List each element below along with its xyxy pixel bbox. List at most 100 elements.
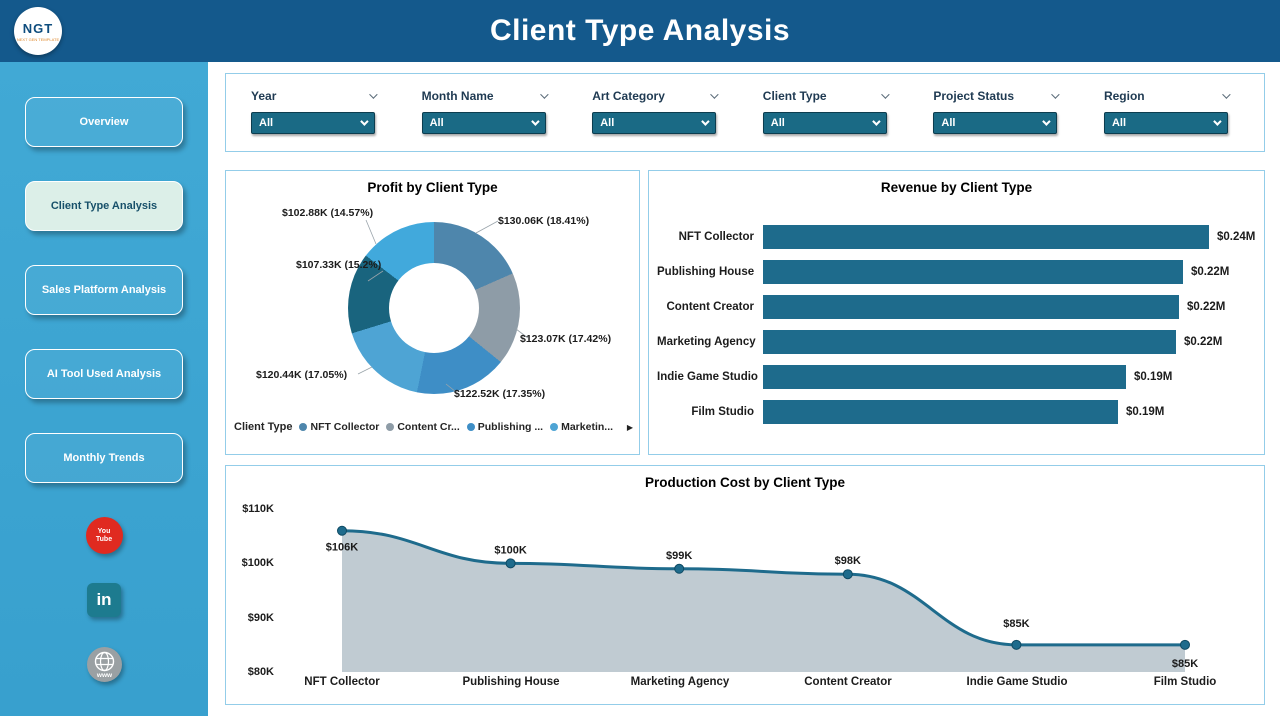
slice-label: $122.52K (17.35%)	[454, 388, 546, 400]
filter-art-category-dropdown[interactable]: All	[592, 112, 717, 134]
sidebar-item-monthly-trends[interactable]: Monthly Trends	[25, 433, 183, 483]
revenue-bar[interactable]	[763, 400, 1118, 424]
chevron-down-icon	[539, 90, 549, 99]
filter-label: Art Category	[592, 89, 665, 103]
chevron-down-icon	[871, 117, 881, 126]
filter-client-type-dropdown[interactable]: All	[762, 112, 887, 134]
slice-label: $120.44K (17.05%)	[256, 369, 348, 381]
data-point[interactable]	[674, 563, 685, 574]
y-axis-tick: $80K	[247, 666, 274, 678]
filter-client-type: Client Type All	[762, 89, 890, 151]
filter-project-status-header[interactable]: Project Status	[933, 89, 1061, 103]
chevron-down-icon	[710, 90, 719, 99]
data-point[interactable]	[842, 569, 853, 580]
dropdown-value: All	[770, 117, 785, 129]
slice-label: $130.06K (18.41%)	[498, 215, 590, 227]
legend-entry[interactable]: Publishing ...	[466, 421, 543, 433]
filter-label: Month Name	[421, 89, 494, 103]
slice-label: $123.07K (17.42%)	[520, 333, 612, 345]
dropdown-value: All	[941, 117, 956, 129]
chevron-down-icon	[701, 117, 710, 126]
revenue-bar[interactable]	[763, 260, 1183, 284]
category-label: Publishing House	[657, 266, 755, 278]
data-point[interactable]	[1180, 639, 1190, 650]
linkedin-icon[interactable]: in	[87, 583, 121, 617]
youtube-icon[interactable]: You Tube	[85, 517, 123, 554]
chevron-down-icon	[360, 117, 369, 126]
data-point[interactable]	[337, 525, 347, 536]
sidebar-item-client-type-analysis[interactable]: Client Type Analysis	[25, 181, 183, 231]
data-point-label: $100K	[494, 544, 526, 556]
area-fill	[342, 530, 1185, 672]
value-label: $0.22M	[1191, 266, 1230, 278]
filter-month-name-header[interactable]: Month Name	[421, 89, 549, 103]
bar-row: Publishing House $0.22M	[657, 260, 1256, 284]
sidebar-item-sales-platform-analysis[interactable]: Sales Platform Analysis	[25, 265, 183, 315]
filter-label: Client Type	[762, 89, 827, 103]
data-point-label: $85K	[1172, 658, 1198, 670]
chevron-down-icon	[530, 117, 540, 126]
category-label: Marketing Agency	[657, 336, 756, 348]
revenue-rows: NFT Collector $0.24M Publishing House $0…	[657, 225, 1256, 435]
revenue-by-client-type-panel: Revenue by Client Type NFT Collector $0.…	[648, 170, 1265, 455]
data-point[interactable]	[1011, 639, 1022, 650]
sidebar-item-overview[interactable]: Overview	[25, 97, 183, 147]
revenue-bar[interactable]	[763, 225, 1209, 249]
filter-year-dropdown[interactable]: All	[251, 112, 375, 134]
filter-month-name-dropdown[interactable]: All	[421, 112, 546, 134]
value-label: $0.22M	[1184, 336, 1223, 348]
filter-region-header[interactable]: Region	[1104, 89, 1231, 103]
bar-row: Indie Game Studio $0.19M	[657, 365, 1256, 389]
x-axis-tick: Marketing Agency	[630, 676, 730, 688]
chevron-down-icon	[1051, 90, 1061, 99]
bar-row: Content Creator $0.22M	[657, 295, 1256, 319]
app-logo: NGT NEXT GEN TEMPLATE	[14, 7, 62, 55]
legend-entry[interactable]: Content Cr...	[386, 421, 460, 433]
chart-title: Production Cost by Client Type	[644, 475, 845, 490]
filter-project-status-dropdown[interactable]: All	[933, 112, 1058, 134]
filter-region-dropdown[interactable]: All	[1103, 112, 1228, 134]
legend-swatch	[550, 423, 559, 431]
logo-tagline: NEXT GEN TEMPLATE	[16, 36, 60, 42]
social-links: You Tube in www	[0, 517, 208, 688]
sidebar: Overview Client Type Analysis Sales Plat…	[0, 62, 208, 716]
filter-bar: Year All Month Name All Art Category All…	[225, 73, 1265, 152]
filter-year-header[interactable]: Year	[251, 89, 378, 103]
filter-client-type-header[interactable]: Client Type	[762, 89, 890, 103]
filter-art-category-header[interactable]: Art Category	[592, 89, 719, 103]
chart-legend: Client Type NFT Collector Content Cr... …	[234, 421, 633, 433]
legend-swatch	[466, 423, 475, 431]
production-cost-panel: $106K $100K $99K $98K $85K $85K Production Co…	[225, 465, 1265, 705]
data-point-label: $98K	[835, 555, 861, 567]
x-axis-tick: Film Studio	[1153, 676, 1217, 688]
revenue-bar[interactable]	[763, 295, 1179, 319]
data-point-label: $85K	[1003, 618, 1029, 630]
x-axis-tick: Indie Game Studio	[966, 676, 1068, 688]
value-label: $0.22M	[1187, 301, 1226, 313]
dropdown-value: All	[429, 117, 444, 129]
donut-hole	[389, 263, 479, 353]
x-axis-tick: Publishing House	[462, 676, 560, 688]
revenue-bar[interactable]	[763, 365, 1126, 389]
logo-text: NGT	[22, 20, 54, 36]
filter-label: Project Status	[933, 89, 1015, 103]
website-globe-icon[interactable]: www	[86, 646, 123, 688]
sidebar-item-ai-tool-used-analysis[interactable]: AI Tool Used Analysis	[25, 349, 183, 399]
filter-month-name: Month Name All	[421, 89, 549, 151]
legend-label: Marketin...	[561, 421, 614, 433]
legend-entry[interactable]: NFT Collector	[299, 421, 379, 433]
legend-entry[interactable]: Marketin...	[550, 421, 613, 433]
filter-region: Region All	[1103, 89, 1231, 151]
slice-label: $107.33K (15.2%)	[296, 259, 382, 271]
x-axis-tick: Content Creator	[804, 676, 892, 688]
filter-label: Year	[251, 89, 277, 103]
legend-scroll-arrow[interactable]: ▶	[626, 423, 633, 432]
value-label: $0.19M	[1126, 406, 1165, 418]
filter-year: Year All	[251, 89, 378, 151]
profit-by-client-type-panel: Profit by Client Type $130.06K (18.41%) …	[225, 170, 640, 455]
revenue-bar[interactable]	[763, 330, 1176, 354]
legend-label: NFT Collector	[310, 421, 380, 433]
youtube-icon-text: Tube	[95, 535, 113, 543]
dropdown-value: All	[259, 117, 274, 129]
data-point[interactable]	[505, 558, 516, 569]
